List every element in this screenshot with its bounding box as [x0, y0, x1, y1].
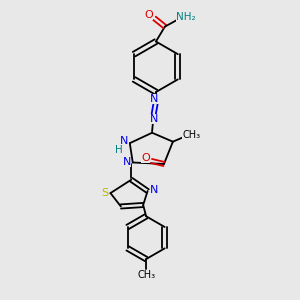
Text: N: N [149, 114, 158, 124]
Text: N: N [150, 184, 158, 194]
Text: O: O [145, 10, 154, 20]
Text: CH₃: CH₃ [137, 269, 155, 280]
Text: H: H [115, 145, 122, 155]
Text: N: N [123, 158, 131, 167]
Text: S: S [101, 188, 108, 198]
Text: N: N [120, 136, 129, 146]
Text: CH₃: CH₃ [182, 130, 200, 140]
Text: NH₂: NH₂ [176, 12, 196, 22]
Text: N: N [150, 94, 159, 103]
Text: O: O [141, 153, 150, 163]
